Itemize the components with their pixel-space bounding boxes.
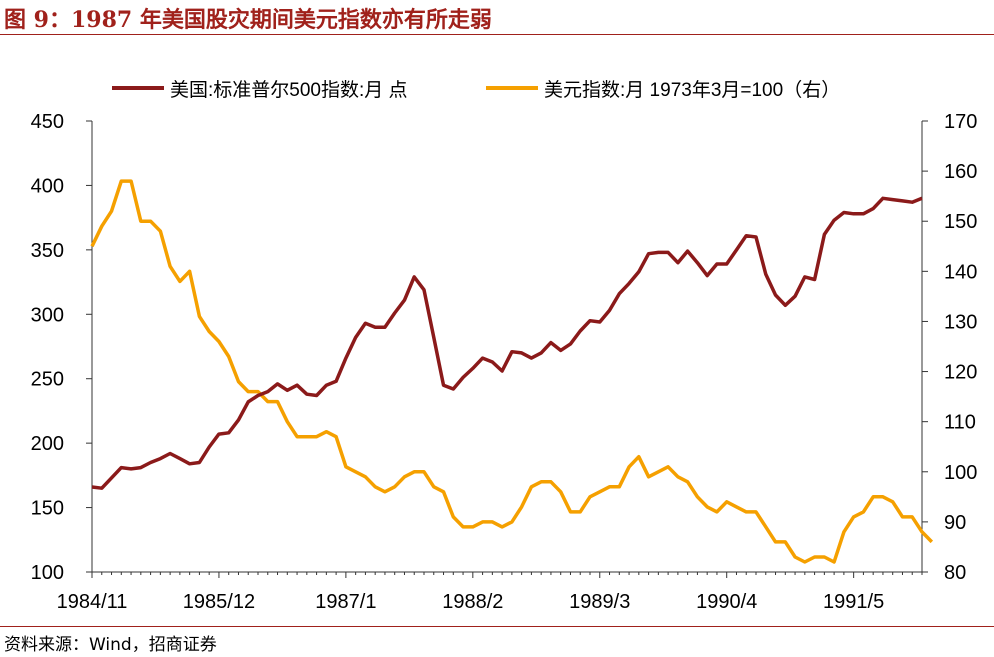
left-axis-ticks: 100 150 200 250 300 350 400 450 xyxy=(31,111,92,584)
right-tick-label: 140 xyxy=(944,261,977,283)
title-divider xyxy=(0,34,994,35)
right-tick-label: 110 xyxy=(944,412,976,434)
left-tick-label: 300 xyxy=(31,304,64,326)
right-tick-label: 80 xyxy=(944,562,966,584)
chart-axes xyxy=(91,121,923,573)
right-tick-label: 150 xyxy=(944,211,977,233)
x-tick-label: 1988/2 xyxy=(442,591,503,613)
legend-label-usd: 美元指数:月 1973年3月=100（右） xyxy=(544,79,840,101)
right-tick-label: 120 xyxy=(944,362,977,384)
x-tick-label: 1984/11 xyxy=(57,591,128,613)
series-lines xyxy=(90,179,934,564)
series-line-sp500 xyxy=(91,196,923,490)
left-tick-label: 150 xyxy=(31,498,64,520)
left-tick-label: 250 xyxy=(31,369,64,391)
right-axis-ticks: 80 90 100 110 120 130 140 150 160 170 xyxy=(922,111,977,584)
left-tick-label: 200 xyxy=(31,433,64,455)
right-tick-label: 170 xyxy=(944,111,977,133)
right-tick-label: 100 xyxy=(944,462,977,484)
left-tick-label: 400 xyxy=(31,175,64,197)
left-tick-label: 350 xyxy=(31,240,64,262)
figure-title: 图 9：1987 年美国股灾期间美元指数亦有所走弱 xyxy=(4,7,492,33)
chart-legend: 美国:标准普尔500指数:月 点 美元指数:月 1973年3月=100（右） xyxy=(112,79,840,101)
x-tick-label: 1987/1 xyxy=(315,591,376,613)
source-divider xyxy=(0,626,994,627)
right-tick-label: 160 xyxy=(944,161,977,183)
x-axis-ticks: 1984/11 1985/12 1987/1 1988/2 1989/3 1990/4 19… xyxy=(57,572,923,613)
x-tick-label: 1990/4 xyxy=(696,591,757,613)
right-tick-label: 90 xyxy=(944,512,966,534)
x-tick-label: 1991/5 xyxy=(823,591,884,613)
chart: 美国:标准普尔500指数:月 点 美元指数:月 1973年3月=100（右） 1… xyxy=(31,79,978,613)
x-tick-label: 1989/3 xyxy=(569,591,630,613)
left-tick-label: 100 xyxy=(31,562,64,584)
source-note: 资料来源：Wind，招商证券 xyxy=(4,635,217,655)
series-line-usd-index xyxy=(90,179,934,564)
right-tick-label: 130 xyxy=(944,311,977,333)
x-tick-label: 1985/12 xyxy=(183,591,255,613)
legend-label-sp500: 美国:标准普尔500指数:月 点 xyxy=(170,79,408,101)
left-tick-label: 450 xyxy=(31,111,64,133)
